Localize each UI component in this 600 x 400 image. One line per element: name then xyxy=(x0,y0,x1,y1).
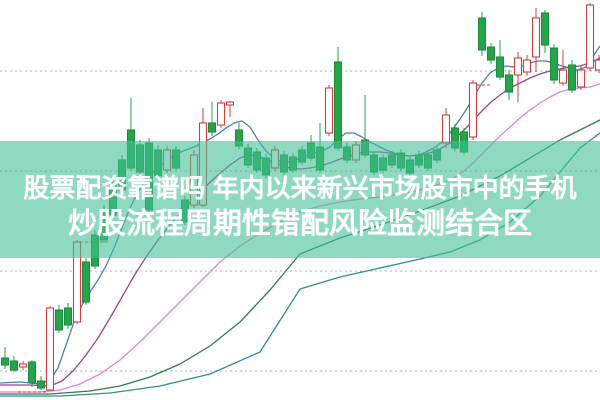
candle-up-red xyxy=(468,82,478,138)
candle-down-green xyxy=(540,12,550,46)
candle-down-green xyxy=(495,56,505,78)
candle-down-green xyxy=(567,64,577,91)
candle-down-green xyxy=(9,360,19,371)
candle-up-red xyxy=(522,59,532,73)
candle-down-green xyxy=(81,261,91,303)
candle-up-red xyxy=(558,69,568,84)
candle-up-red xyxy=(324,87,334,134)
candle-down-green xyxy=(36,380,46,389)
candle-down-green xyxy=(549,47,559,81)
candle-up-red xyxy=(594,59,600,71)
candle-down-green xyxy=(54,309,64,331)
candle-up-red xyxy=(216,102,226,126)
candle-down-green xyxy=(63,307,73,326)
candle-down-green xyxy=(333,61,343,149)
candle-up-red xyxy=(45,307,55,391)
candle-down-green xyxy=(504,74,514,93)
candle-up-red xyxy=(441,114,451,144)
candle-down-green xyxy=(486,46,496,61)
candle-up-red xyxy=(585,4,595,69)
candle-up-red xyxy=(18,363,28,368)
candle-up-red xyxy=(513,57,523,76)
candle-down-green xyxy=(27,361,37,384)
candle-down-green xyxy=(207,122,217,133)
candle-up-red xyxy=(576,69,586,88)
overlay-band-fill xyxy=(0,141,600,258)
candle-down-green xyxy=(0,357,10,366)
candle-down-green xyxy=(477,17,487,51)
candle-up-red xyxy=(225,101,235,106)
candle-up-red xyxy=(531,17,541,58)
